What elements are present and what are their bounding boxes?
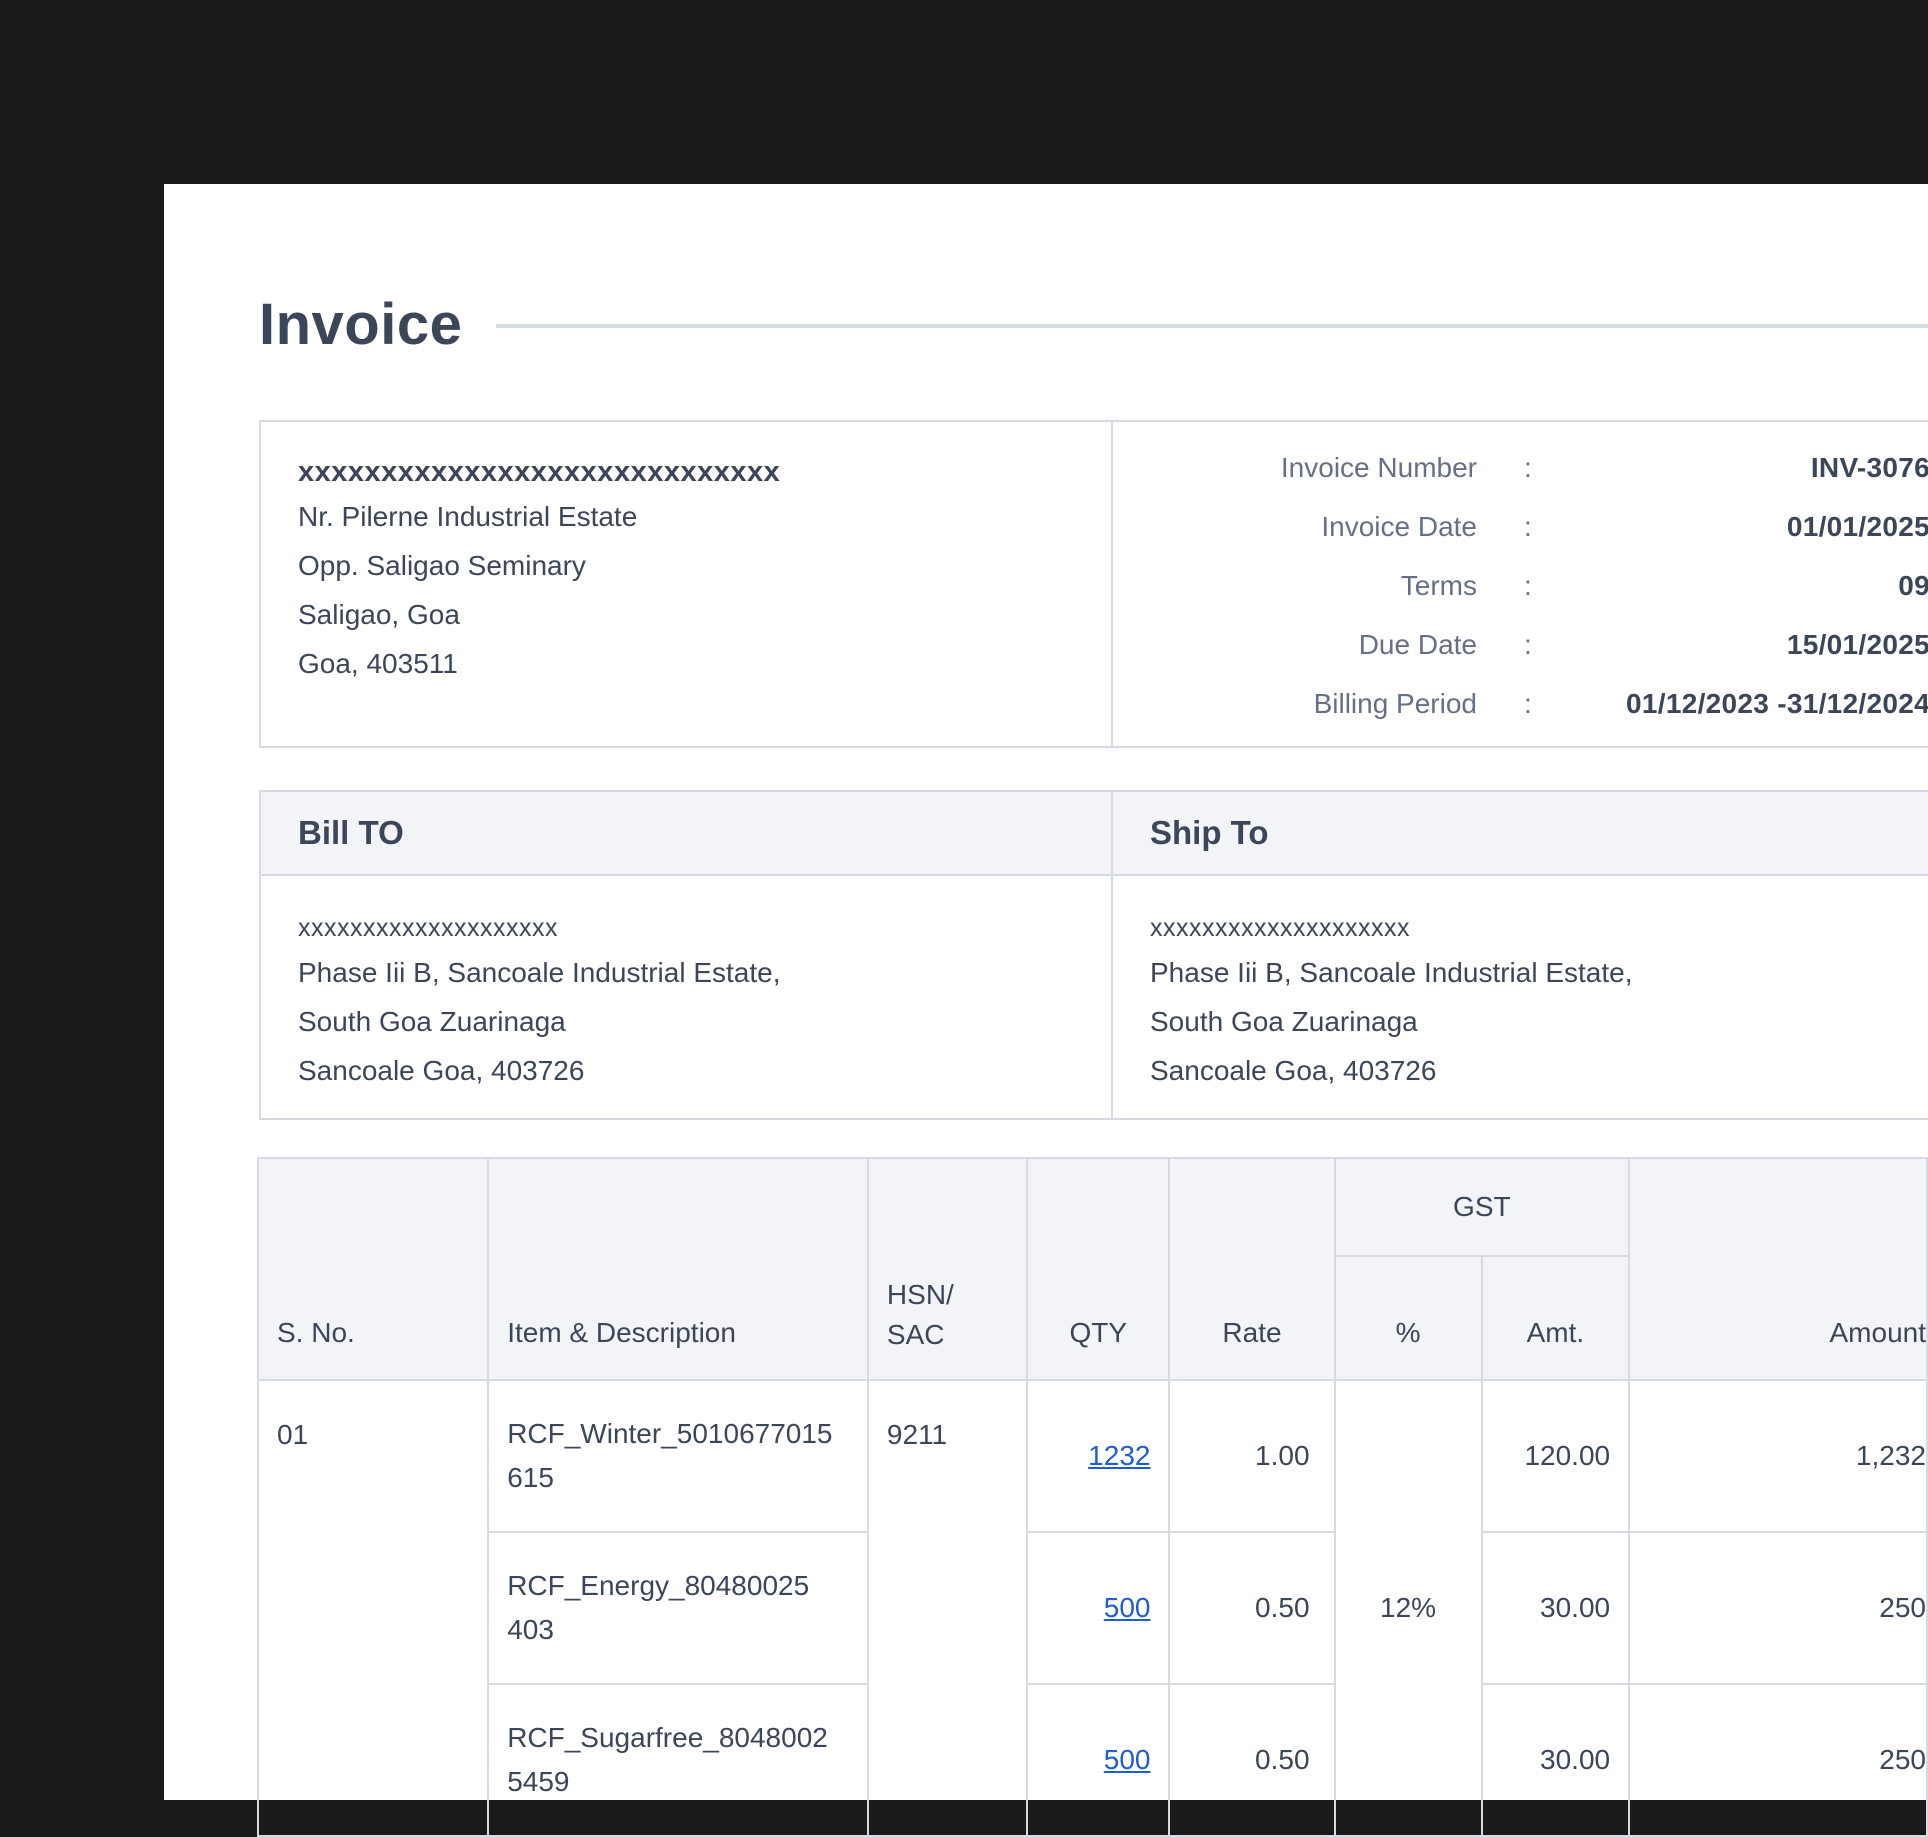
page-title: Invoice: [259, 292, 463, 357]
cell-gst-amount: 30.00: [1481, 1684, 1631, 1837]
bill-to-heading: Bill TO: [298, 814, 404, 851]
cell-rate: 0.50: [1169, 1532, 1336, 1685]
header-hsn-line: HSN/: [886, 1279, 954, 1310]
meta-value: 09: [1898, 570, 1928, 601]
cell-rate: 0.50: [1169, 1684, 1336, 1837]
header-gst-amount: Amt.: [1481, 1256, 1631, 1381]
header-hsn: HSN/ SAC: [867, 1158, 1029, 1381]
cell-gst-amount: 120.00: [1481, 1380, 1631, 1533]
invoice-card: Invoice xxxxxxxxxxxxxxxxxxxxxxxxxxxxx Nr…: [164, 184, 1928, 1837]
meta-value: INV-3076: [1810, 452, 1928, 483]
cell-description: RCF_Sugarfree_8048002 5459: [488, 1684, 869, 1837]
seller-address-line: Opp. Saligao Seminary: [298, 550, 586, 581]
qty-link[interactable]: 500: [1103, 1744, 1151, 1775]
description-line: RCF_Winter_5010677015: [507, 1418, 833, 1449]
description-line: 615: [507, 1462, 554, 1493]
cell-amount: 250: [1629, 1532, 1928, 1685]
header-gst: GST: [1334, 1158, 1631, 1257]
bill-to-address: xxxxxxxxxxxxxxxxxxxx Phase Iii B, Sancoa…: [298, 908, 781, 1095]
meta-label: Billing Period: [1313, 688, 1477, 719]
meta-value: 01/01/2025: [1786, 511, 1928, 542]
meta-value: 01/12/2023 -31/12/2024: [1626, 688, 1928, 719]
invoice-header: Invoice: [259, 291, 1928, 361]
meta-colon: :: [1524, 452, 1532, 483]
cell-description: RCF_Energy_80480025 403: [488, 1532, 869, 1685]
cell-amount: 250: [1629, 1684, 1928, 1837]
title-divider: [496, 324, 1928, 328]
cell-qty: 500: [1027, 1684, 1171, 1837]
column-divider: [1111, 422, 1113, 746]
ship-to-line: Phase Iii B, Sancoale Industrial Estate,: [1150, 957, 1633, 988]
ship-to-name: xxxxxxxxxxxxxxxxxxxx: [1150, 914, 1410, 942]
cell-gst-amount: 30.00: [1481, 1532, 1631, 1685]
meta-row-invoice-date: Invoice Date : 01/01/2025: [1113, 505, 1928, 564]
cell-description: RCF_Winter_5010677015 615: [488, 1380, 869, 1533]
header-qty: QTY: [1027, 1158, 1171, 1381]
meta-row-terms: Terms : 09: [1113, 564, 1928, 623]
line-items-table: S. No. Item & Description HSN/ SAC QTY R…: [257, 1157, 1928, 1837]
cell-hsn: 9211: [867, 1380, 1029, 1837]
meta-colon: :: [1524, 688, 1532, 719]
ship-to-address: xxxxxxxxxxxxxxxxxxxx Phase Iii B, Sancoa…: [1150, 908, 1633, 1095]
ship-to-line: South Goa Zuarinaga: [1150, 1006, 1418, 1037]
seller-address-line: Goa, 403511: [298, 648, 458, 679]
meta-row-billing-period: Billing Period : 01/12/2023 -31/12/2024: [1113, 682, 1928, 741]
cell-qty: 500: [1027, 1532, 1171, 1685]
column-divider: [1111, 792, 1113, 1118]
description-line: 5459: [507, 1766, 570, 1797]
qty-link[interactable]: 500: [1103, 1592, 1151, 1623]
header-amount: Amount: [1629, 1158, 1928, 1381]
meta-row-invoice-number: Invoice Number : INV-3076: [1113, 446, 1928, 505]
meta-colon: :: [1524, 511, 1532, 542]
header-rate: Rate: [1169, 1158, 1336, 1381]
meta-label: Invoice Number: [1280, 452, 1477, 483]
bill-to-line: South Goa Zuarinaga: [298, 1006, 566, 1037]
header-item: Item & Description: [488, 1158, 869, 1381]
meta-label: Invoice Date: [1321, 511, 1477, 542]
address-header-bar: [261, 792, 1928, 876]
cell-qty: 1232: [1027, 1380, 1171, 1533]
cell-sno: 01: [258, 1380, 490, 1837]
cell-gst-percent: 12%: [1334, 1380, 1483, 1837]
header-gst-percent: %: [1334, 1256, 1483, 1381]
qty-link[interactable]: 1232: [1088, 1440, 1151, 1471]
seller-address: xxxxxxxxxxxxxxxxxxxxxxxxxxxxx Nr. Pilern…: [298, 452, 780, 688]
header-sno: S. No.: [258, 1158, 490, 1381]
cell-rate: 1.00: [1169, 1380, 1336, 1533]
invoice-meta: Invoice Number : INV-3076 Invoice Date :…: [1113, 446, 1928, 741]
meta-value: 15/01/2025: [1786, 629, 1928, 660]
description-line: RCF_Sugarfree_8048002: [507, 1722, 828, 1753]
seller-meta-box: xxxxxxxxxxxxxxxxxxxxxxxxxxxxx Nr. Pilern…: [259, 420, 1928, 748]
description-line: 403: [507, 1614, 554, 1645]
table-row: RCF_Energy_80480025 403 500 0.50 30.00 2…: [258, 1532, 1928, 1685]
meta-label: Terms: [1400, 570, 1477, 601]
table-row: 01 RCF_Winter_5010677015 615 9211 1232 1…: [258, 1380, 1928, 1837]
bill-to-name: xxxxxxxxxxxxxxxxxxxx: [298, 914, 558, 942]
seller-name: xxxxxxxxxxxxxxxxxxxxxxxxxxxxx: [298, 456, 781, 488]
meta-label: Due Date: [1358, 629, 1477, 660]
seller-address-line: Nr. Pilerne Industrial Estate: [298, 501, 638, 532]
description-line: RCF_Energy_80480025: [507, 1570, 810, 1601]
cell-amount: 1,232: [1629, 1380, 1928, 1533]
table-row: RCF_Sugarfree_8048002 5459 500 0.50 30.0…: [258, 1684, 1928, 1837]
meta-row-due-date: Due Date : 15/01/2025: [1113, 623, 1928, 682]
bill-to-line: Phase Iii B, Sancoale Industrial Estate,: [298, 957, 781, 988]
ship-to-heading: Ship To: [1150, 814, 1269, 851]
bill-to-line: Sancoale Goa, 403726: [298, 1055, 585, 1086]
header-hsn-line: SAC: [886, 1319, 945, 1350]
meta-colon: :: [1524, 570, 1532, 601]
address-box: Bill TO Ship To xxxxxxxxxxxxxxxxxxxx Pha…: [259, 790, 1928, 1120]
meta-colon: :: [1524, 629, 1532, 660]
ship-to-line: Sancoale Goa, 403726: [1150, 1055, 1437, 1086]
seller-address-line: Saligao, Goa: [298, 599, 460, 630]
